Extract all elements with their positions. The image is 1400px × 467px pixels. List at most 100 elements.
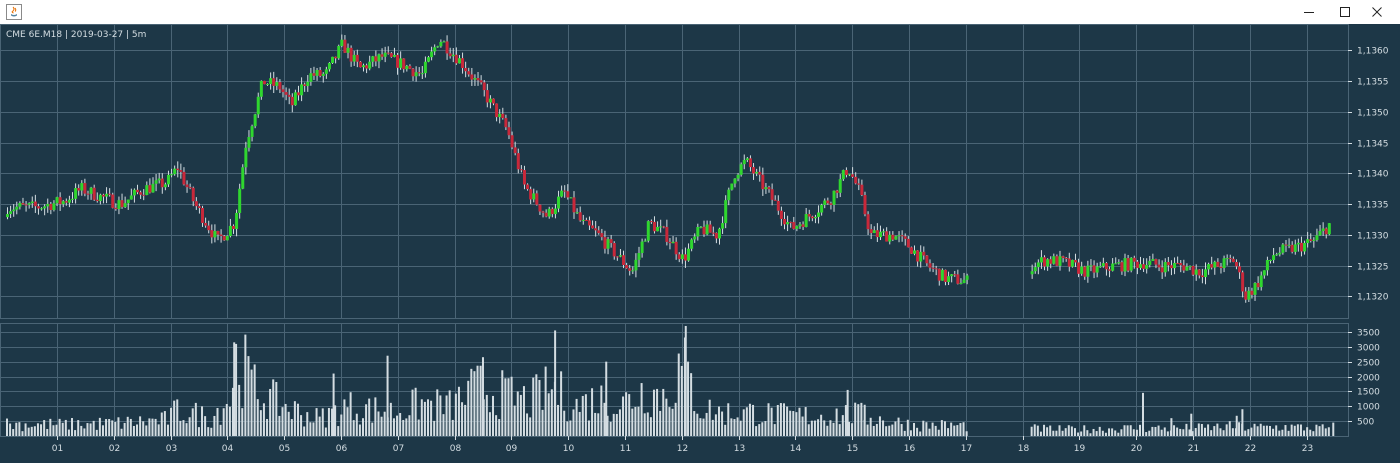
candle-up [269,72,273,90]
candle-body [547,208,551,217]
candle-down [1234,259,1238,270]
candle-body [1210,264,1214,268]
volume-bar [773,424,776,436]
volume-bar [522,386,525,436]
volume-bar [668,407,671,436]
volume-bar [467,380,470,436]
candle-body [702,226,706,235]
candle-up [436,45,440,48]
volume-bar [1185,423,1188,436]
price-panel-frame [0,24,1349,319]
volume-bar [67,429,70,436]
volume-bar [724,424,727,436]
volume-bar [414,387,417,436]
candle-down [355,49,359,68]
candle-body [101,194,105,197]
candle-down [844,167,848,178]
candle-down [1216,258,1220,267]
volume-bar [256,399,259,436]
volume-bar [216,408,219,436]
title-bar[interactable] [0,0,1400,25]
candle-body [1309,239,1313,242]
candle-up [724,195,728,229]
candle-body [408,65,412,69]
volume-bar [671,408,674,436]
volume-bar [1191,431,1194,436]
volume-bar [795,412,798,436]
volume-bar [748,403,751,436]
candle-body [866,214,870,230]
candle-body [173,168,177,175]
volume-bar [352,420,355,436]
candle-body [618,255,622,257]
candle-down [668,238,672,250]
volume-bar [423,401,426,436]
volume-bar [383,411,386,436]
candle-body [1148,260,1152,265]
volume-bar [117,417,120,436]
candle-body [414,72,418,77]
volume-bar [721,411,724,436]
volume-bar [1182,429,1185,436]
volume-bar [875,423,878,436]
maximize-button[interactable] [1322,0,1368,24]
candle-up [405,64,409,72]
volume-bar [296,403,299,436]
candle-down [1160,260,1164,279]
candle-down [1083,265,1087,280]
candle-body [522,170,526,185]
volume-bar [1117,432,1120,436]
date-tick-label: 11 [620,444,631,454]
volume-bar [1231,428,1234,436]
chart-canvas[interactable]: 1,1320 1,1325 1,1330 1,1335 1,1340 1,1345 1,13… [0,24,1400,463]
candle-body [591,225,595,229]
candle-down [916,250,920,267]
candle-body [1036,262,1040,268]
minimize-button[interactable] [1286,0,1332,24]
candle-body [331,56,335,63]
candle-down [1092,260,1096,279]
date-tick-label: 06 [336,444,348,454]
volume-bar [866,424,869,436]
candle-up [690,238,694,252]
candle-body [544,212,548,217]
volume-bar [761,422,764,436]
candle-body [906,238,910,248]
volume-bar [687,361,690,436]
candle-body [256,96,260,115]
candle-body [83,183,87,194]
candle-up [680,249,684,264]
candle-body [947,276,951,282]
volume-bar [1173,425,1176,436]
volume-bar [1095,431,1098,436]
candle-body [1052,256,1056,264]
candle-down [900,230,904,242]
candle-up [213,224,217,243]
candle-down [36,203,40,215]
volume-bar [959,423,962,436]
candle-body [937,268,941,281]
volume-bars [6,325,1335,436]
volume-bar [1160,429,1163,436]
chart-area[interactable]: 1,1320 1,1325 1,1330 1,1335 1,1340 1,1345 1,13… [0,24,1400,463]
candle-down [1169,260,1173,276]
candle-down [711,226,715,237]
candle-down [296,85,300,101]
candle-body [863,195,867,215]
candle-down [501,107,505,120]
candle-body [247,136,251,148]
volume-bar [204,416,207,436]
volume-bar [848,421,851,436]
volume-bar [1244,430,1247,436]
candle-body [1126,258,1130,271]
close-button[interactable] [1354,0,1400,24]
candle-up [913,245,917,256]
candle-body [105,193,109,197]
volume-bar [269,388,272,436]
candle-body [163,184,167,188]
candle-body [1064,257,1068,259]
volume-bar [1250,427,1253,436]
candle-down [829,201,833,210]
candle-body [1296,242,1300,245]
candle-up [640,238,644,258]
